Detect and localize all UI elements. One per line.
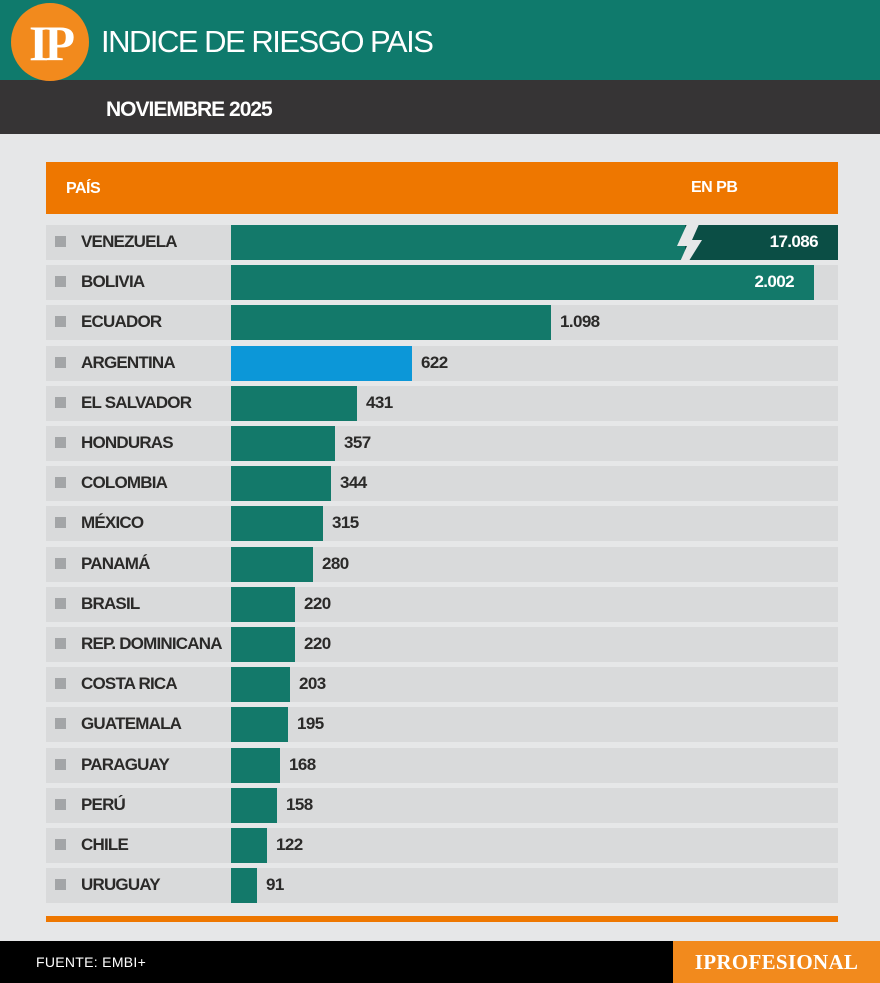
row-bullet xyxy=(55,437,66,448)
row-bullet xyxy=(55,839,66,850)
bar-honduras xyxy=(231,426,335,461)
category-label: COSTA RICA xyxy=(81,674,178,693)
row-bullet xyxy=(55,357,66,368)
value-label: 431 xyxy=(366,393,393,412)
bar-chile xyxy=(231,828,267,863)
value-label: 2.002 xyxy=(754,272,794,291)
category-label: CHILE xyxy=(81,835,129,854)
category-label: COLOMBIA xyxy=(81,473,168,492)
value-label: 122 xyxy=(276,835,303,854)
table-header xyxy=(46,162,838,214)
chart-row-bg xyxy=(46,426,838,461)
bar-méxico xyxy=(231,506,323,541)
value-label: 158 xyxy=(286,795,313,814)
category-label: BRASIL xyxy=(81,594,140,613)
row-bullet xyxy=(55,276,66,287)
axis-break-bolt xyxy=(677,222,702,264)
value-label: 622 xyxy=(421,353,448,372)
bar-perú xyxy=(231,788,277,823)
bar-argentina xyxy=(231,346,412,381)
category-label: MÉXICO xyxy=(81,513,144,532)
value-label: 280 xyxy=(322,554,349,573)
value-label: 357 xyxy=(344,433,371,452)
row-bullet xyxy=(55,558,66,569)
brand-logo: IPROFESIONAL xyxy=(673,941,880,983)
chart-row-bg xyxy=(46,828,838,863)
bar-brasil xyxy=(231,587,295,622)
column-header-unit: EN PB xyxy=(691,179,738,196)
row-bullet xyxy=(55,598,66,609)
value-label: 344 xyxy=(340,473,367,492)
bar-colombia xyxy=(231,466,331,501)
bar-el-salvador xyxy=(231,386,357,421)
category-label: VENEZUELA xyxy=(81,232,178,251)
category-label: PERÚ xyxy=(81,795,126,814)
page-subtitle: NOVIEMBRE 2025 xyxy=(106,98,273,121)
category-label: REP. DOMINICANA xyxy=(81,634,223,653)
bar-paraguay xyxy=(231,748,280,783)
bar-guatemala xyxy=(231,707,288,742)
category-label: HONDURAS xyxy=(81,433,174,452)
chart-row-bg xyxy=(46,587,838,622)
chart-row-bg xyxy=(46,667,838,702)
chart-row-bg xyxy=(46,868,838,903)
chart-row-bg xyxy=(46,506,838,541)
value-label: 91 xyxy=(266,875,284,894)
brand-text: IPROFESIONAL xyxy=(694,950,859,974)
bar-ecuador xyxy=(231,305,551,340)
page-title: INDICE DE RIESGO PAIS xyxy=(101,24,434,59)
category-label: ARGENTINA xyxy=(81,353,176,372)
chart-row-bg xyxy=(46,748,838,783)
row-bullet xyxy=(55,236,66,247)
source-text: FUENTE: EMBI+ xyxy=(36,954,147,970)
value-label: 220 xyxy=(304,594,331,613)
value-label: 1.098 xyxy=(560,312,600,331)
value-label: 203 xyxy=(299,674,326,693)
value-label: 168 xyxy=(289,755,316,774)
bar-costa-rica xyxy=(231,667,290,702)
ip-logo: IP xyxy=(11,3,89,81)
bar-panamá xyxy=(231,547,313,582)
category-label: BOLIVIA xyxy=(81,272,145,291)
chart-row-bg xyxy=(46,466,838,501)
bar-bolivia xyxy=(231,265,814,300)
value-label: 315 xyxy=(332,513,359,532)
row-bullet xyxy=(55,397,66,408)
category-label: PARAGUAY xyxy=(81,755,170,774)
row-bullet xyxy=(55,678,66,689)
chart-row-bg xyxy=(46,386,838,421)
bar-uruguay xyxy=(231,868,257,903)
value-label: 220 xyxy=(304,634,331,653)
chart-row-bg xyxy=(46,707,838,742)
bar-break-segment xyxy=(685,225,838,260)
row-bullet xyxy=(55,477,66,488)
chart-row-bg xyxy=(46,547,838,582)
header-band xyxy=(0,0,880,80)
category-label: URUGUAY xyxy=(81,875,161,894)
row-bullet xyxy=(55,316,66,327)
logo-text: IP xyxy=(29,15,75,71)
value-label: 195 xyxy=(297,714,324,733)
value-label: 17.086 xyxy=(769,232,819,251)
chart-row-bg xyxy=(46,346,838,381)
category-label: PANAMÁ xyxy=(81,554,150,573)
subtitle-band xyxy=(0,80,880,134)
bar-rep-dominicana xyxy=(231,627,295,662)
category-label: EL SALVADOR xyxy=(81,393,192,412)
chart-row-bg xyxy=(46,627,838,662)
row-bullet xyxy=(55,759,66,770)
category-label: ECUADOR xyxy=(81,312,162,331)
bottom-divider xyxy=(46,916,838,922)
axis-break-icon xyxy=(677,222,702,264)
row-bullet xyxy=(55,517,66,528)
row-bullet xyxy=(55,799,66,810)
column-header-country: PAÍS xyxy=(66,180,101,197)
chart-row-bg xyxy=(46,788,838,823)
category-label: GUATEMALA xyxy=(81,714,182,733)
row-bullet xyxy=(55,879,66,890)
row-bullet xyxy=(55,638,66,649)
row-bullet xyxy=(55,718,66,729)
